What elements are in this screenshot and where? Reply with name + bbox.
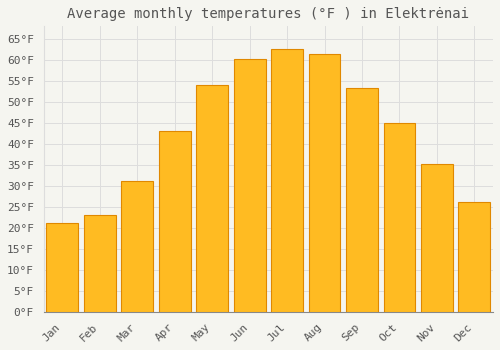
Bar (346, 89, 378, 312)
Bar (234, 60, 266, 312)
Bar (159, 131, 190, 312)
Bar (196, 85, 228, 312)
Bar (384, 123, 416, 312)
Bar (84, 215, 116, 312)
Bar (271, 49, 303, 312)
Bar (421, 164, 453, 312)
Bar (458, 202, 490, 312)
Bar (46, 223, 78, 312)
Title: Average monthly temperatures (°F ) in Elektrėnai: Average monthly temperatures (°F ) in El… (68, 7, 469, 21)
Bar (308, 54, 340, 312)
Bar (122, 181, 153, 312)
